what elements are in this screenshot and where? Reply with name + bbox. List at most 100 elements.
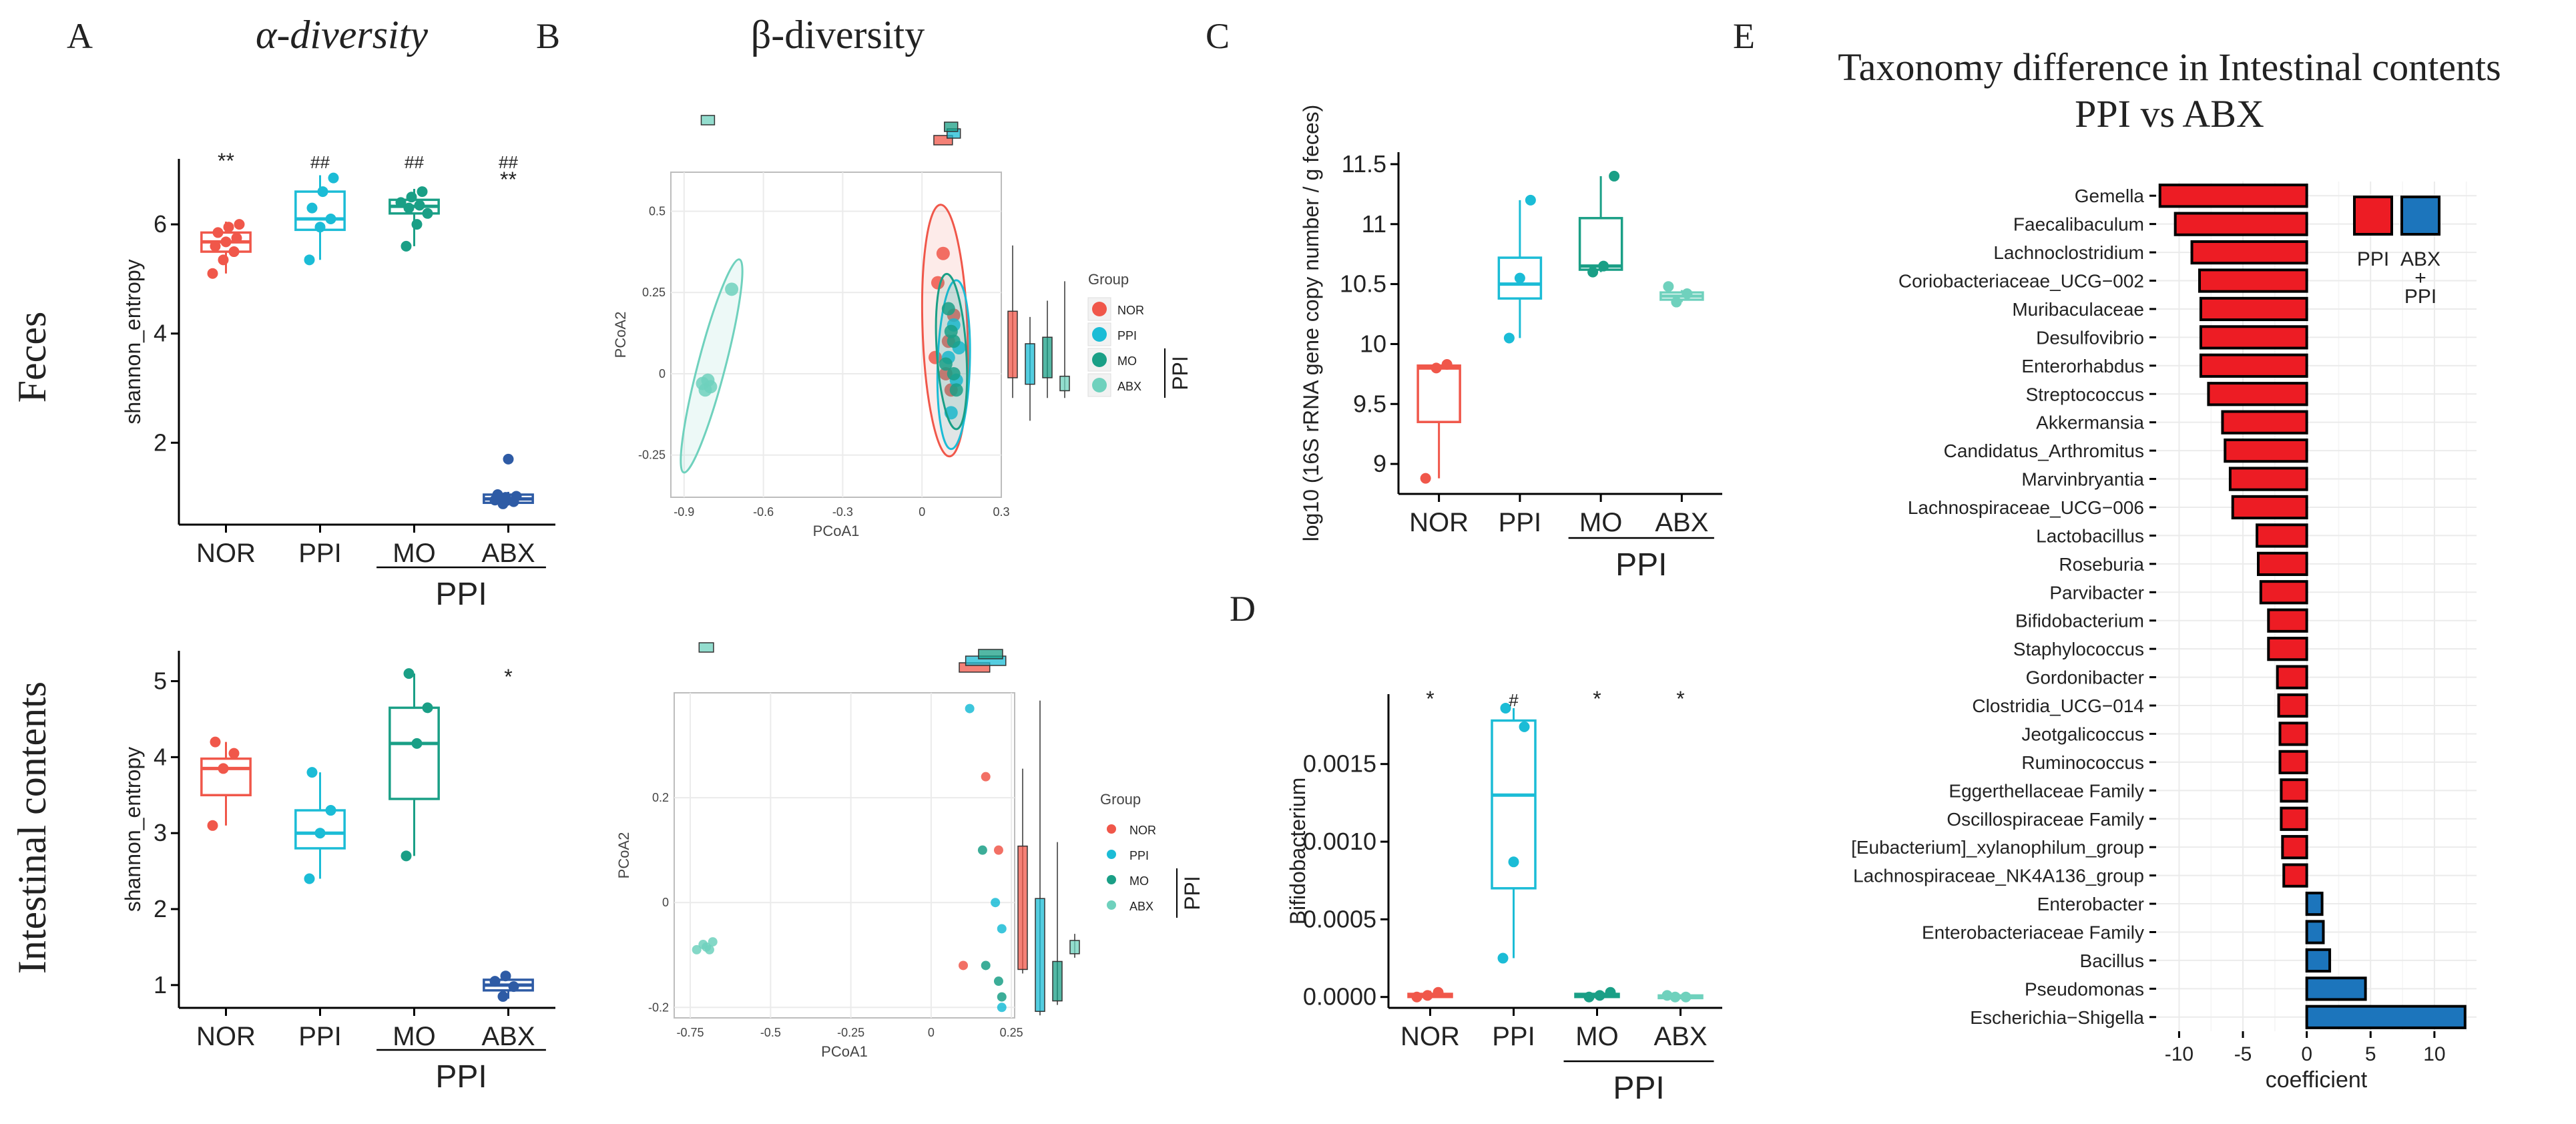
data-point — [936, 246, 950, 260]
data-point — [231, 232, 242, 244]
data-point — [234, 219, 245, 230]
x-tick-label: MO — [1579, 508, 1622, 537]
legend-swatch-mo — [1092, 352, 1107, 367]
legend-label-abx-ppi: + — [2414, 267, 2426, 289]
bar-3 — [2198, 268, 2308, 293]
data-point — [1594, 990, 1605, 1001]
ppi-bracket-label: PPI — [435, 1059, 487, 1095]
data-point — [1598, 260, 1609, 272]
x-tick-label: -0.3 — [832, 505, 853, 519]
y-tick-label: 0.0015 — [1303, 750, 1376, 778]
data-point — [218, 763, 229, 774]
bar-6 — [2199, 353, 2308, 378]
legend-label-abx-ppi: ABX — [2400, 248, 2440, 270]
chart-b-intestinal: -0.75 -0.5 -0.25 0 0.25 -0.2 0 0.2 PCoA1 PCoA2 Gro… — [615, 642, 1204, 1060]
data-point — [304, 254, 315, 266]
category-label: Streptococcus — [2026, 384, 2144, 404]
data-point — [210, 736, 221, 748]
y-axis-title: log10 (16S rRNA gene copy number / g fec… — [1299, 105, 1323, 542]
data-point — [1420, 473, 1431, 484]
legend-label-ppi: PPI — [1129, 849, 1149, 862]
category-label: [Eubacterium]_xylanophilum_group — [1851, 837, 2144, 858]
legend-swatch-abx — [1107, 900, 1116, 910]
data-point — [228, 246, 240, 258]
category-label: Akkermansia — [2036, 412, 2144, 433]
data-point — [306, 202, 318, 214]
x-tick-label: PPI — [1492, 1022, 1535, 1051]
x-tick-label: -0.5 — [760, 1026, 781, 1039]
category-label: Clostridia_UCG−014 — [1972, 695, 2144, 716]
x-tick-label: 0.3 — [993, 505, 1009, 519]
legend-label-ppi: PPI — [1117, 329, 1137, 342]
data-point — [500, 492, 511, 503]
bar-23 — [2281, 835, 2308, 860]
x-tick-label: -0.9 — [674, 505, 694, 519]
data-point — [692, 944, 702, 954]
x-tick-label: NOR — [196, 539, 256, 568]
data-point — [314, 828, 326, 839]
data-point — [422, 702, 433, 714]
legend-label-ppi: PPI — [2357, 248, 2389, 270]
bar-12 — [2256, 523, 2308, 548]
data-point — [725, 282, 739, 296]
bar-1 — [2173, 212, 2308, 236]
data-point — [1514, 272, 1525, 284]
data-point — [1508, 856, 1519, 868]
data-point — [1669, 991, 1681, 1003]
marginal-box-right — [1059, 375, 1070, 392]
legend-title: Group — [1100, 791, 1141, 808]
marginal-box-right — [1007, 310, 1018, 378]
data-point — [401, 240, 412, 252]
significance-mark: ** — [218, 149, 234, 173]
x-tick-label: -10 — [2165, 1043, 2194, 1065]
x-tick-label: 10 — [2423, 1043, 2445, 1065]
data-point — [325, 805, 336, 816]
data-point — [1503, 332, 1515, 344]
panel-label-d: D — [1230, 589, 1256, 629]
significance-mark: ## — [405, 152, 424, 172]
category-label: Bifidobacterium — [2015, 611, 2144, 631]
data-point — [207, 820, 218, 831]
marginal-box-right — [1069, 940, 1080, 954]
legend-swatch-nor — [1107, 824, 1116, 834]
significance-mark: ## — [310, 152, 330, 172]
bar-4 — [2199, 296, 2308, 322]
bar-24 — [2282, 863, 2308, 888]
bar-13 — [2256, 551, 2308, 576]
plot-frame — [674, 692, 1015, 1019]
data-point — [1422, 990, 1433, 1001]
y-tick-label: 0 — [662, 896, 669, 909]
data-point — [401, 850, 412, 862]
x-tick-label: MO — [393, 1022, 435, 1051]
data-point — [325, 213, 336, 224]
bar-2 — [2190, 240, 2308, 265]
category-label: Bacillus — [2080, 950, 2144, 971]
ppi-bracket-label: PPI — [435, 577, 487, 612]
data-point — [941, 302, 955, 316]
bar-5 — [2199, 325, 2308, 350]
data-point — [212, 227, 224, 238]
data-point — [993, 845, 1003, 855]
data-point — [314, 222, 326, 233]
y-tick-label: 1 — [154, 971, 167, 999]
data-point — [1411, 991, 1423, 1003]
chart-c: 9 9.5 10 10.5 11 11.5 NOR PPI MO ABX log10 (16S rR… — [1299, 105, 1722, 583]
panel-label-a: A — [67, 16, 93, 56]
marginal-box-top — [944, 121, 959, 132]
category-label: Parvibacter — [2049, 582, 2144, 603]
chart-b-feces: -0.9 -0.6 -0.3 0 0.3 -0.25 0 0.25 0.5 PCoA1 PCoA2 G… — [612, 115, 1192, 539]
data-point — [944, 324, 958, 338]
category-label: Enterobacter — [2037, 894, 2144, 914]
data-point — [403, 202, 415, 214]
data-point — [1682, 288, 1693, 299]
category-label: Ruminococcus — [2021, 752, 2144, 773]
y-tick-label: 6 — [154, 210, 167, 238]
data-point — [702, 942, 712, 952]
y-tick-label: 0.0010 — [1303, 828, 1376, 855]
x-tick-label: 0 — [919, 505, 925, 519]
bar-8 — [2221, 410, 2308, 435]
x-tick-label: ABX — [481, 539, 535, 568]
y-tick-label: 0.5 — [649, 204, 666, 218]
data-point — [1519, 721, 1530, 732]
